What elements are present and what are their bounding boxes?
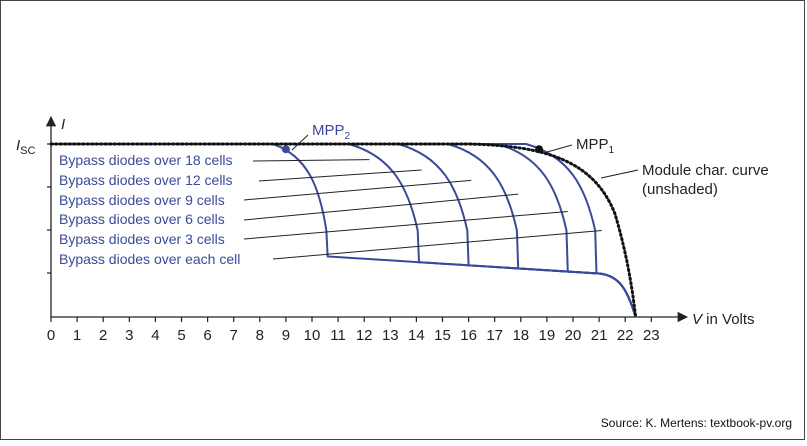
series-label-18-cells: Bypass diodes over 18 cells [59, 152, 233, 168]
leader-12-cells [258, 169, 422, 182]
curves-layer [49, 142, 638, 319]
x-tick-label: 8 [256, 327, 264, 344]
leader-each-cell [272, 230, 602, 260]
x-tick-label: 12 [356, 327, 373, 344]
x-tick-label: 19 [539, 327, 556, 344]
x-tick-label: 4 [151, 327, 159, 344]
x-axis-label: V in Volts [692, 311, 755, 328]
x-axis-label-rest: in Volts [702, 311, 755, 328]
mpp1-label: MPP1 [576, 136, 615, 156]
leader-3-cells [243, 210, 568, 240]
x-tick-label: 3 [125, 327, 133, 344]
leader-9-cells [243, 179, 472, 201]
source-credit: Source: K. Mertens: textbook-pv.org [600, 416, 792, 430]
x-tick-label: 11 [330, 327, 346, 344]
isc-sub: SC [20, 145, 35, 157]
series-labels: Bypass diodes over 18 cells Bypass diode… [59, 152, 240, 267]
module-curve [49, 142, 638, 319]
x-axis-label-v: V [692, 311, 704, 328]
mpp2-sub: 2 [345, 131, 351, 142]
x-tick-label: 9 [282, 327, 290, 344]
x-tick-label: 18 [512, 327, 529, 344]
x-tick-label: 15 [434, 327, 451, 344]
mpp2-main: MPP [312, 122, 345, 139]
x-tick-label: 5 [177, 327, 185, 344]
mpp1-main: MPP [576, 136, 609, 153]
mpp2-label: MPP2 [312, 122, 351, 142]
module-leader [600, 169, 639, 179]
leader-lines [243, 159, 602, 260]
series-label-each-cell: Bypass diodes over each cell [59, 251, 240, 267]
leader-18-cells [252, 159, 370, 162]
module-label-line1: Module char. curve [642, 162, 769, 179]
y-axis-label: I [61, 116, 65, 133]
x-tick-label: 0 [47, 327, 55, 344]
x-tick-label: 22 [617, 327, 634, 344]
series-label-3-cells: Bypass diodes over 3 cells [59, 231, 225, 247]
x-tick-label: 7 [230, 327, 238, 344]
x-tick-label: 23 [643, 327, 660, 344]
series-label-12-cells: Bypass diodes over 12 cells [59, 172, 233, 188]
x-tick-label: 1 [73, 327, 81, 344]
mpp1-sub: 1 [609, 145, 615, 156]
isc-main: I [16, 137, 20, 154]
x-tick-label: 6 [203, 327, 211, 344]
x-tick-label: 2 [99, 327, 107, 344]
series-label-6-cells: Bypass diodes over 6 cells [59, 211, 225, 227]
x-tick-label: 21 [591, 327, 608, 344]
mpp1-point [535, 145, 544, 154]
mpp2-leader [291, 134, 309, 151]
x-tick-label: 20 [565, 327, 582, 344]
x-tick-label: 16 [460, 327, 477, 344]
mpp2-point [281, 145, 290, 154]
series-label-9-cells: Bypass diodes over 9 cells [59, 192, 225, 208]
leader-6-cells [243, 193, 519, 221]
module-label-line2: (unshaded) [642, 181, 718, 198]
x-ticks: 0 1 2 3 4 5 6 7 8 9 10 11 12 13 14 15 16 17 18 19 20 21 22 23 [47, 317, 660, 344]
x-tick-label: 14 [408, 327, 425, 344]
isc-label: ISC [16, 137, 36, 157]
x-tick-label: 13 [382, 327, 399, 344]
x-tick-label: 10 [304, 327, 321, 344]
mpp1-leader [546, 144, 573, 153]
x-tick-label: 17 [486, 327, 503, 344]
